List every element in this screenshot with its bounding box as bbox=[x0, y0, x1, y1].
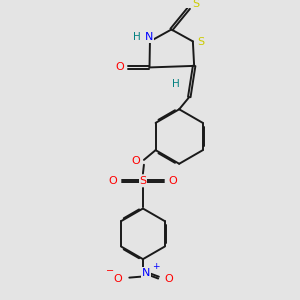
Text: S: S bbox=[197, 38, 204, 47]
Text: O: O bbox=[165, 274, 174, 284]
Text: N: N bbox=[145, 32, 153, 43]
Text: H: H bbox=[134, 32, 141, 43]
Text: O: O bbox=[115, 62, 124, 72]
Text: O: O bbox=[132, 156, 140, 166]
Text: S: S bbox=[192, 0, 199, 9]
Text: S: S bbox=[140, 176, 146, 186]
Text: O: O bbox=[113, 274, 122, 284]
Text: N: N bbox=[142, 268, 150, 278]
Text: O: O bbox=[169, 176, 178, 186]
Text: −: − bbox=[106, 266, 114, 276]
Text: +: + bbox=[152, 262, 159, 272]
Text: H: H bbox=[172, 80, 180, 89]
Text: O: O bbox=[108, 176, 117, 186]
